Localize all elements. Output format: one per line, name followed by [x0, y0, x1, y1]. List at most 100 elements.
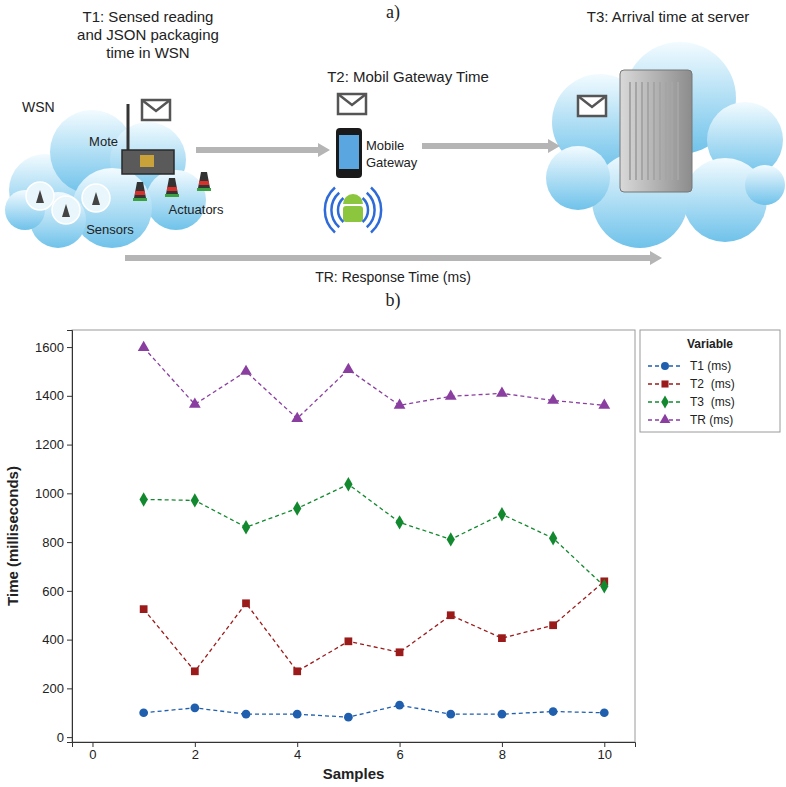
- y-axis-title: Time (milliseconds): [4, 466, 21, 606]
- server-slot: [635, 82, 637, 180]
- envelope-icon: [578, 96, 606, 116]
- sensor-node: [26, 182, 54, 210]
- data-point: [396, 648, 404, 656]
- tick: 0: [89, 742, 96, 762]
- data-point: [446, 710, 455, 719]
- series-line: [144, 484, 605, 586]
- tick: 1200: [35, 437, 72, 452]
- tick-label: 4: [294, 747, 301, 762]
- diagram-label: TR: Response Time (ms): [315, 269, 471, 285]
- legend-box: [640, 330, 780, 432]
- data-point: [498, 634, 506, 642]
- data-point: [447, 611, 455, 619]
- tick-label: 400: [42, 632, 64, 647]
- series-line: [144, 705, 605, 717]
- legend-marker: [661, 362, 669, 370]
- diagram-label: T1: Sensed reading: [83, 8, 214, 25]
- tick-label: 1400: [35, 388, 64, 403]
- legend-title: Variable: [687, 337, 733, 351]
- server-slot: [665, 82, 667, 180]
- actuator-icon: [166, 178, 178, 194]
- server-box: [620, 70, 692, 192]
- server-slot: [671, 82, 673, 180]
- x-axis-title: Samples: [323, 765, 385, 782]
- tick: 10: [598, 742, 612, 762]
- data-point: [191, 493, 199, 507]
- legend: VariableT1 (ms)T2 (ms)T3 (ms)TR (ms): [640, 330, 780, 432]
- figure: a)T1: Sensed readingand JSON packagingti…: [0, 0, 786, 787]
- actuator-band: [135, 191, 145, 195]
- tick-label: 0: [89, 747, 96, 762]
- mote-antenna: [127, 104, 130, 152]
- wireless-wave: [367, 193, 375, 228]
- data-point: [191, 667, 199, 675]
- data-point: [138, 341, 150, 351]
- mote-chip: [140, 155, 154, 167]
- data-point: [293, 667, 301, 675]
- flow-arrow: [125, 251, 662, 265]
- envelope-body: [578, 96, 606, 116]
- envelope-flap: [578, 96, 606, 107]
- android-body: [343, 206, 363, 222]
- envelope-icon: [142, 100, 170, 120]
- tick-mark: [67, 493, 72, 494]
- tick-mark: [67, 347, 72, 348]
- envelope-body: [338, 94, 366, 114]
- tick-label: 10: [598, 747, 612, 762]
- data-point: [293, 501, 301, 515]
- server-slot: [641, 82, 643, 180]
- data-point: [242, 710, 251, 719]
- diagram: a)T1: Sensed readingand JSON packagingti…: [5, 2, 785, 285]
- data-point: [547, 394, 559, 404]
- data-point: [598, 399, 610, 409]
- y-axis: 02004006008001000120014001600: [35, 331, 72, 745]
- wireless-wave: [331, 193, 339, 228]
- data-point: [549, 531, 557, 545]
- actuator-icon: [198, 172, 210, 188]
- data-point: [189, 398, 201, 408]
- phone-body: [336, 128, 362, 178]
- x-axis: 0246810: [73, 742, 636, 762]
- panel-label: a): [386, 2, 400, 23]
- diagram-label: T3: Arrival time at server: [587, 8, 750, 25]
- wireless-wave: [325, 188, 335, 233]
- mote-board: [122, 150, 174, 174]
- diagram-label: Mobile: [366, 138, 404, 153]
- tick-mark: [67, 591, 72, 592]
- tick: 2: [192, 742, 199, 762]
- series-line: [144, 348, 605, 419]
- data-point: [600, 708, 609, 717]
- sensor-icon: [62, 204, 70, 217]
- wireless-wave: [371, 188, 381, 233]
- tick: 1600: [35, 340, 72, 355]
- data-point: [242, 599, 250, 607]
- legend-label: TR (ms): [690, 413, 733, 427]
- diagram-label: Sensors: [86, 222, 134, 237]
- tick-label: 0: [57, 730, 64, 745]
- actuator-band: [167, 187, 177, 191]
- diagram-label: WSN: [22, 99, 55, 115]
- tick: 800: [42, 535, 72, 550]
- data-point: [395, 515, 403, 529]
- tick-label: 1000: [35, 486, 64, 501]
- data-point: [293, 710, 302, 719]
- series-line: [144, 581, 605, 671]
- data-point: [344, 713, 353, 722]
- tick: 200: [42, 681, 72, 696]
- flow-arrow: [196, 143, 330, 157]
- sensor-node: [52, 196, 80, 224]
- server-slot: [647, 82, 649, 180]
- tick-mark: [67, 542, 72, 543]
- data-point: [242, 520, 250, 534]
- legend-label: T1 (ms): [690, 359, 731, 373]
- envelope-body: [142, 100, 170, 120]
- data-point: [549, 707, 558, 716]
- server-cloud: [546, 42, 785, 248]
- tick: 1000: [35, 486, 72, 501]
- data-point: [344, 477, 352, 491]
- data-point: [445, 390, 457, 400]
- tick: 8: [499, 742, 506, 762]
- legend-label: T3 (ms): [690, 395, 735, 409]
- wireless-wave: [363, 198, 368, 222]
- tick: 0: [57, 730, 72, 745]
